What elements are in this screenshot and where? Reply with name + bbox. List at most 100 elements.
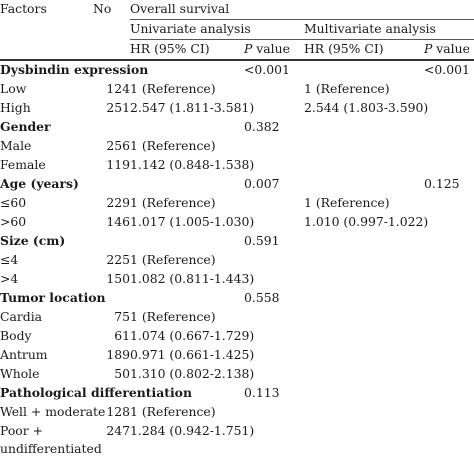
count-cell [93,232,130,251]
table-row: ≤60 229 1 (Reference) 1 (Reference) [0,194,474,213]
factor-cell: Pathological differentiation [0,385,192,400]
multivariate-hr-cell [304,289,424,308]
count-cell: 75 [114,309,130,324]
section-row: Tumor location 0.558 [0,289,474,308]
factor-cell: Gender [0,119,51,134]
table-row: Whole 50 1.310 (0.802-2.138) [0,365,474,384]
table-row: Low 124 1 (Reference) 1 (Reference) [0,80,474,99]
factor-cell: Poor + undifferentiated [0,422,102,460]
header-multivariate: Multivariate analysis [304,19,474,40]
factor-cell: Male [0,138,32,153]
univariate-hr-cell [130,232,244,251]
header-univariate-hr: HR (95% CI) [130,39,244,61]
count-cell: 146 [106,214,130,229]
univariate-p-cell: 0.007 [244,176,280,191]
multivariate-p-cell: 0.125 [424,176,460,191]
univariate-hr-cell: 1.142 (0.848-1.538) [130,157,255,172]
multivariate-p-cell [424,251,474,270]
factor-cell: Female [0,157,46,172]
section-row: Dysbindin expression <0.001 <0.001 [0,60,474,80]
univariate-hr-cell: 0.971 (0.661-1.425) [130,347,255,362]
multivariate-hr-cell [304,175,424,194]
section-row: Gender 0.382 [0,118,474,137]
table-row: >60 146 1.017 (1.005-1.030) 1.010 (0.997-1.… [0,213,474,232]
table-row: Poor + undifferentiated 247 1.284 (0.942-1… [0,422,474,460]
univariate-hr-cell: 1.082 (0.811-1.443) [130,271,255,286]
factor-cell: Dysbindin expression [0,62,149,77]
univariate-hr-cell: 1.284 (0.942-1.751) [130,423,255,438]
multivariate-hr-cell [304,346,424,365]
factor-cell: Antrum [0,347,48,362]
multivariate-p-cell [424,213,474,232]
multivariate-p-cell [424,403,474,422]
univariate-hr-cell [130,289,244,308]
multivariate-hr-cell: 1 (Reference) [304,195,390,210]
table-row: Well + moderate 128 1 (Reference) [0,403,474,422]
multivariate-hr-cell [304,327,424,346]
count-cell [93,118,130,137]
header-overall-survival: Overall survival [130,1,230,16]
header-univariate-p: P value [244,39,304,61]
multivariate-p-cell [424,270,474,289]
multivariate-p-cell [424,137,474,156]
count-cell: 251 [106,100,130,115]
section-row: Pathological differentiation 0.113 [0,384,474,403]
multivariate-hr-cell [304,251,424,270]
factor-cell: Cardia [0,309,43,324]
univariate-hr-cell: 1 (Reference) [130,195,216,210]
header-univariate: Univariate analysis [130,19,304,40]
table-row: ≤4 225 1 (Reference) [0,251,474,270]
table-body: Dysbindin expression <0.001 <0.001 Low 124 1 … [0,60,474,460]
univariate-p-cell [244,251,304,270]
multivariate-p-cell: <0.001 [424,62,470,77]
multivariate-hr-cell: 2.544 (1.803-3.590) [304,100,429,115]
multivariate-p-cell [424,308,474,327]
factor-cell: Age (years) [0,176,79,191]
table-row: Cardia 75 1 (Reference) [0,308,474,327]
table-row: >4 150 1.082 (0.811-1.443) [0,270,474,289]
multivariate-p-cell [424,80,474,99]
factor-cell: >4 [0,271,19,286]
univariate-hr-cell: 1 (Reference) [130,309,216,324]
univariate-hr-cell: 1 (Reference) [130,404,216,419]
univariate-hr-cell: 1.017 (1.005-1.030) [130,214,255,229]
table-header: Factors No Overall survival Univariate a… [0,0,474,61]
factor-cell: >60 [0,214,27,229]
multivariate-hr-cell: 1.010 (0.997-1.022) [304,214,429,229]
factor-cell: Tumor location [0,290,106,305]
univariate-hr-cell: 1.310 (0.802-2.138) [130,366,255,381]
count-cell: 119 [106,157,130,172]
multivariate-p-cell [424,118,474,137]
multivariate-p-cell [424,365,474,384]
univariate-hr-cell: 1.074 (0.667-1.729) [130,328,255,343]
count-cell: 61 [114,328,130,343]
univariate-p-cell: 0.113 [244,385,280,400]
univariate-hr-cell [130,118,244,137]
multivariate-p-cell [424,232,474,251]
count-cell: 150 [106,271,130,286]
count-cell [93,175,130,194]
header-multivariate-hr: HR (95% CI) [304,39,424,61]
table-row: Antrum 189 0.971 (0.661-1.425) [0,346,474,365]
multivariate-p-cell [424,384,474,403]
section-row: Size (cm) 0.591 [0,232,474,251]
section-row: Age (years) 0.007 0.125 [0,175,474,194]
univariate-p-cell: 0.591 [244,233,280,248]
header-no: No [93,1,112,16]
multivariate-hr-cell [304,403,424,422]
multivariate-p-cell [424,422,474,460]
univariate-p-cell [244,194,304,213]
univariate-p-cell: <0.001 [244,62,290,77]
factor-cell: Well + moderate [0,404,106,419]
multivariate-p-cell [424,289,474,308]
multivariate-p-cell [424,99,474,118]
count-cell: 124 [106,81,130,96]
header-multivariate-p: P value [424,39,474,61]
table-row: High 251 2.547 (1.811-3.581) 2.544 (1.803-3… [0,99,474,118]
univariate-hr-cell: 2.547 (1.811-3.581) [130,100,255,115]
multivariate-p-cell [424,346,474,365]
univariate-hr-cell: 1 (Reference) [130,81,216,96]
univariate-p-cell: 0.382 [244,119,280,134]
count-cell: 50 [114,366,130,381]
